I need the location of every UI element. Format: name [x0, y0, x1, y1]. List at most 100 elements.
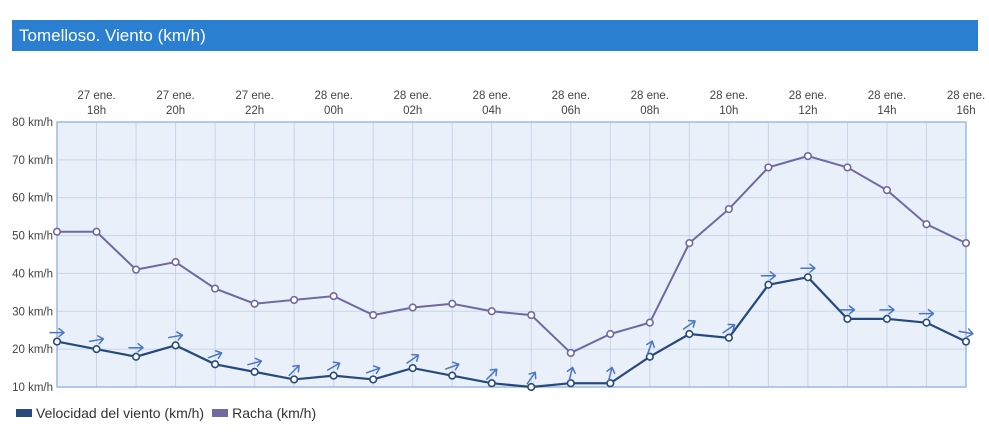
wind-direction-arrow-icon [839, 305, 856, 315]
gust-point [487, 307, 496, 316]
x-tick-hour: 06h [561, 105, 580, 117]
y-tick-label: 30 km/h [12, 306, 53, 318]
x-tick-hour: 14h [877, 105, 896, 117]
wind-direction-arrow-icon [722, 323, 736, 334]
wind-direction-arrow-icon [49, 327, 65, 338]
x-tick-date: 28 ene. [552, 90, 590, 102]
x-tick-date: 28 ene. [947, 90, 985, 102]
y-tick-label: 60 km/h [12, 193, 53, 205]
wind-direction-arrow-icon [486, 368, 498, 380]
wind-direction-arrow-icon [326, 361, 341, 371]
x-tick-date: 28 ene. [631, 90, 669, 102]
x-tick-date: 27 ene. [235, 90, 273, 102]
wind-speed-point [764, 280, 773, 289]
wind-direction-arrow-icon [88, 335, 105, 345]
x-tick-hour: 00h [324, 105, 343, 117]
wind-speed-point [369, 375, 378, 384]
wind-direction-arrow-icon [128, 342, 144, 353]
gust-point [922, 220, 931, 229]
wind-speed-point [171, 341, 180, 350]
gust-point [645, 318, 654, 327]
x-tick-date: 28 ene. [789, 90, 827, 102]
wind-direction-arrow-icon [800, 263, 816, 273]
gust-point [92, 227, 101, 236]
chart-title: Tomelloso. Viento (km/h) [12, 20, 978, 51]
gust-point [52, 227, 62, 236]
wind-direction-arrow-icon [606, 366, 616, 382]
legend-item-gust[interactable]: Racha (km/h) [212, 405, 316, 421]
wind-direction-arrow-icon [444, 361, 460, 371]
legend: Velocidad del viento (km/h) Racha (km/h) [16, 405, 324, 421]
wind-speed-point [882, 314, 892, 323]
x-tick-hour: 12h [798, 105, 817, 117]
gust-point [131, 265, 141, 274]
x-tick-hour: 18h [87, 105, 106, 117]
gust-point [566, 348, 575, 358]
wind-direction-arrow-icon [406, 353, 420, 364]
gust-point [724, 204, 733, 214]
y-tick-label: 50 km/h [12, 231, 53, 243]
wind-speed-point [52, 337, 62, 346]
wind-speed-point [329, 371, 338, 380]
gust-point [685, 239, 694, 248]
gust-point [250, 299, 259, 308]
y-tick-label: 20 km/h [12, 344, 53, 356]
wind-speed-point [803, 273, 813, 282]
legend-swatch-wind [16, 409, 32, 417]
x-tick-date: 28 ene. [868, 90, 906, 102]
x-tick-hour: 20h [166, 105, 185, 117]
gust-point [408, 303, 417, 312]
legend-item-wind[interactable]: Velocidad del viento (km/h) [16, 405, 204, 421]
wind-direction-arrow-icon [682, 319, 696, 330]
plot-border [56, 121, 967, 388]
gust-point [369, 310, 378, 320]
x-tick-hour: 16h [956, 105, 975, 117]
wind-speed-point [131, 352, 141, 361]
wind-speed-point [685, 329, 694, 339]
legend-label-wind: Velocidad del viento (km/h) [36, 405, 205, 421]
wind-direction-arrow-icon [207, 350, 223, 360]
plot-area [57, 122, 966, 387]
x-tick-date: 28 ene. [394, 90, 432, 102]
wind-direction-arrow-icon [760, 271, 777, 281]
wind-direction-arrow-icon [958, 328, 974, 338]
gust-point [961, 239, 971, 248]
x-tick-date: 27 ene. [156, 90, 194, 102]
wind-speed-point [724, 333, 733, 342]
wind-direction-arrow-icon [365, 365, 381, 375]
x-tick-hour: 02h [403, 105, 422, 117]
x-tick-date: 28 ene. [710, 90, 748, 102]
gust-point [843, 163, 852, 172]
x-tick-date: 28 ene. [473, 90, 511, 102]
wind-speed-point [843, 314, 852, 323]
gust-point [290, 295, 299, 305]
wind-direction-arrow-icon [879, 305, 895, 315]
x-tick-hour: 22h [245, 105, 264, 117]
x-tick-hour: 08h [640, 105, 659, 117]
x-tick-date: 27 ene. [77, 90, 115, 102]
gust-point [527, 310, 536, 320]
gust-point [803, 151, 813, 161]
y-tick-label: 10 km/h [12, 382, 53, 394]
wind-direction-arrow-icon [288, 364, 300, 377]
gust-point [764, 163, 773, 172]
wind-speed-point [922, 318, 931, 327]
gust-line [57, 155, 967, 355]
y-tick-label: 80 km/h [12, 117, 53, 129]
wind-direction-arrow-icon [247, 357, 263, 367]
x-tick-date: 28 ene. [314, 90, 352, 102]
legend-swatch-gust [212, 409, 229, 417]
wind-direction-arrow-icon [918, 308, 935, 319]
wind-direction-arrow-icon [646, 340, 656, 356]
wind-speed-point [210, 360, 220, 369]
x-tick-hour: 04h [482, 105, 501, 117]
legend-label-gust: Racha (km/h) [232, 405, 317, 421]
wind-direction-arrow-icon [526, 371, 537, 385]
wind-speed-point [645, 352, 654, 361]
wind-speed-point [408, 363, 417, 373]
wind-direction-arrow-icon [167, 331, 184, 341]
y-tick-label: 40 km/h [12, 268, 53, 280]
gust-point [329, 292, 338, 301]
wind-speed-point [92, 345, 101, 354]
